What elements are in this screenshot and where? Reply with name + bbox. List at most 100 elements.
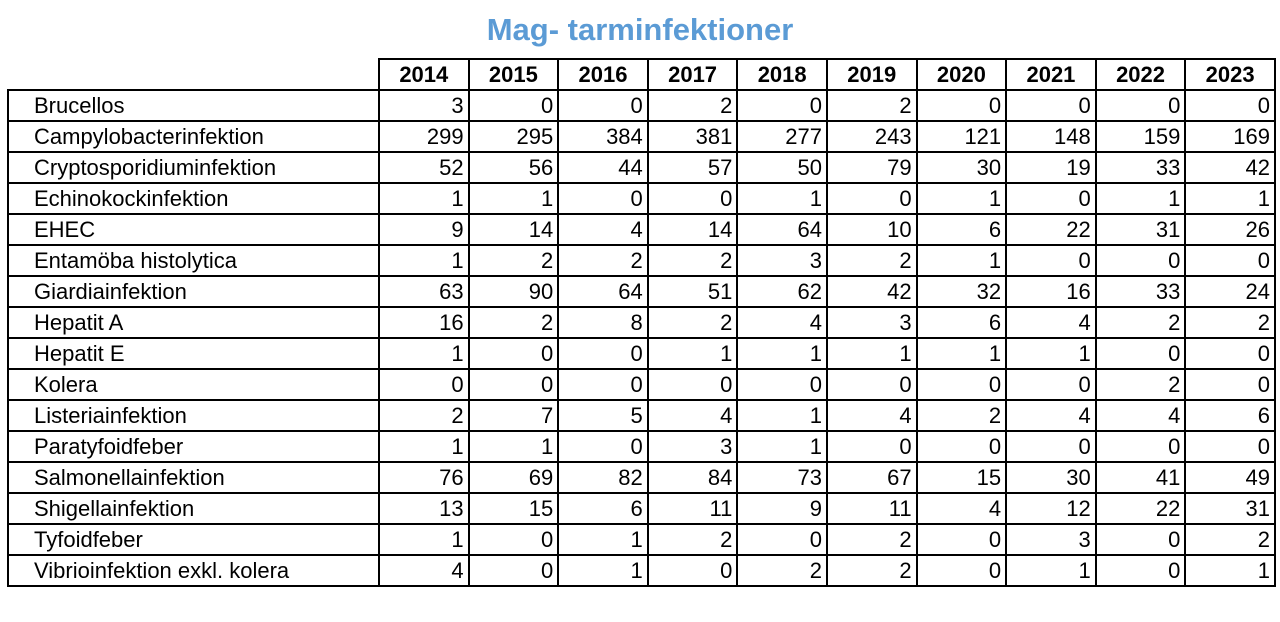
data-cell: 6: [557, 492, 649, 525]
data-cell: 2: [646, 89, 739, 122]
data-cell: 0: [646, 182, 739, 215]
row-label: Shigellainfektion: [7, 492, 380, 525]
data-cell: 33: [1094, 275, 1187, 308]
data-cell: 243: [825, 120, 918, 153]
data-cell: 32: [915, 275, 1008, 308]
data-cell: 2: [915, 399, 1008, 432]
column-header-2022: 2022: [1094, 58, 1187, 91]
data-cell: 7: [467, 399, 560, 432]
data-cell: 31: [1094, 213, 1187, 246]
data-cell: 3: [1005, 523, 1097, 556]
data-cell: 13: [378, 492, 470, 525]
data-cell: 0: [467, 523, 560, 556]
data-cell: 16: [1005, 275, 1097, 308]
data-cell: 64: [736, 213, 828, 246]
data-cell: 4: [1094, 399, 1187, 432]
data-cell: 0: [1005, 368, 1097, 401]
data-cell: 2: [557, 244, 649, 277]
row-label: Campylobacterinfektion: [7, 120, 380, 153]
column-header-2016: 2016: [557, 58, 649, 91]
data-cell: 84: [646, 461, 739, 494]
table-row: Cryptosporidiuminfektion 52 56 44 57 50 79 30 19…: [7, 151, 1276, 184]
table-row: Hepatit A 16 2 8 2 4 3 6 4 2 2: [7, 306, 1276, 339]
data-cell: 0: [1094, 430, 1187, 463]
data-cell: 0: [825, 430, 918, 463]
row-label: Kolera: [7, 368, 380, 401]
corner-cell: [8, 59, 380, 91]
data-cell: 0: [736, 523, 828, 556]
data-cell: 50: [736, 151, 828, 184]
row-label: EHEC: [7, 213, 380, 246]
data-cell: 3: [646, 430, 739, 463]
table-row: Salmonellainfektion 76 69 82 84 73 67 15 30 41 49: [7, 461, 1276, 494]
data-cell: 0: [1005, 244, 1097, 277]
data-cell: 0: [825, 368, 918, 401]
data-cell: 1: [378, 523, 470, 556]
column-header-2014: 2014: [378, 58, 470, 91]
data-cell: 0: [915, 523, 1008, 556]
data-cell: 76: [378, 461, 470, 494]
data-cell: 0: [825, 182, 918, 215]
data-cell: 62: [736, 275, 828, 308]
data-cell: 11: [825, 492, 918, 525]
data-cell: 12: [1005, 492, 1097, 525]
data-cell: 79: [825, 151, 918, 184]
data-cell: 52: [378, 151, 470, 184]
data-cell: 56: [467, 151, 560, 184]
table-body: Brucellos 3 0 0 2 0 2 0 0 0 0 Campylobacterinfektio…: [7, 89, 1276, 587]
data-cell: 121: [915, 120, 1008, 153]
data-cell: 0: [557, 182, 649, 215]
data-cell: 0: [736, 368, 828, 401]
column-header-2015: 2015: [467, 58, 560, 91]
data-cell: 1: [557, 554, 649, 587]
data-cell: 0: [557, 337, 649, 370]
data-cell: 1: [1184, 182, 1276, 215]
data-cell: 30: [915, 151, 1008, 184]
data-cell: 14: [467, 213, 560, 246]
data-cell: 0: [557, 89, 649, 122]
data-cell: 1: [467, 430, 560, 463]
row-label: Hepatit E: [7, 337, 380, 370]
data-cell: 51: [646, 275, 739, 308]
data-cell: 2: [646, 306, 739, 339]
table-row: Listeriainfektion 2 7 5 4 1 4 2 4 4 6: [7, 399, 1276, 432]
data-cell: 0: [1094, 244, 1187, 277]
data-cell: 0: [1005, 182, 1097, 215]
data-cell: 4: [378, 554, 470, 587]
data-cell: 2: [378, 399, 470, 432]
column-header-2023: 2023: [1184, 58, 1276, 91]
data-cell: 0: [467, 337, 560, 370]
table-row: Shigellainfektion 13 15 6 11 9 11 4 12 22 31: [7, 492, 1276, 525]
data-cell: 2: [825, 523, 918, 556]
data-cell: 0: [915, 368, 1008, 401]
data-cell: 1: [467, 182, 560, 215]
data-cell: 4: [915, 492, 1008, 525]
data-cell: 148: [1005, 120, 1097, 153]
data-cell: 0: [1184, 89, 1276, 122]
data-cell: 22: [1094, 492, 1187, 525]
data-cell: 0: [736, 89, 828, 122]
data-cell: 11: [646, 492, 739, 525]
data-cell: 1: [378, 244, 470, 277]
row-label: Paratyfoidfeber: [7, 430, 380, 463]
data-cell: 3: [378, 89, 470, 122]
row-label: Listeriainfektion: [7, 399, 380, 432]
data-cell: 2: [1184, 306, 1276, 339]
data-cell: 90: [467, 275, 560, 308]
data-cell: 2: [736, 554, 828, 587]
table-row: Kolera 0 0 0 0 0 0 0 0 2 0: [7, 368, 1276, 401]
data-cell: 0: [646, 554, 739, 587]
data-cell: 1: [915, 244, 1008, 277]
data-cell: 299: [378, 120, 470, 153]
data-cell: 0: [915, 554, 1008, 587]
data-cell: 381: [646, 120, 739, 153]
data-cell: 1: [1005, 554, 1097, 587]
row-label: Brucellos: [7, 89, 380, 122]
chart-title: Mag- tarminfektioner: [486, 12, 794, 47]
data-cell: 0: [1184, 368, 1276, 401]
data-cell: 2: [825, 89, 918, 122]
data-cell: 2: [825, 244, 918, 277]
data-cell: 16: [378, 306, 470, 339]
row-label: Giardiainfektion: [7, 275, 380, 308]
